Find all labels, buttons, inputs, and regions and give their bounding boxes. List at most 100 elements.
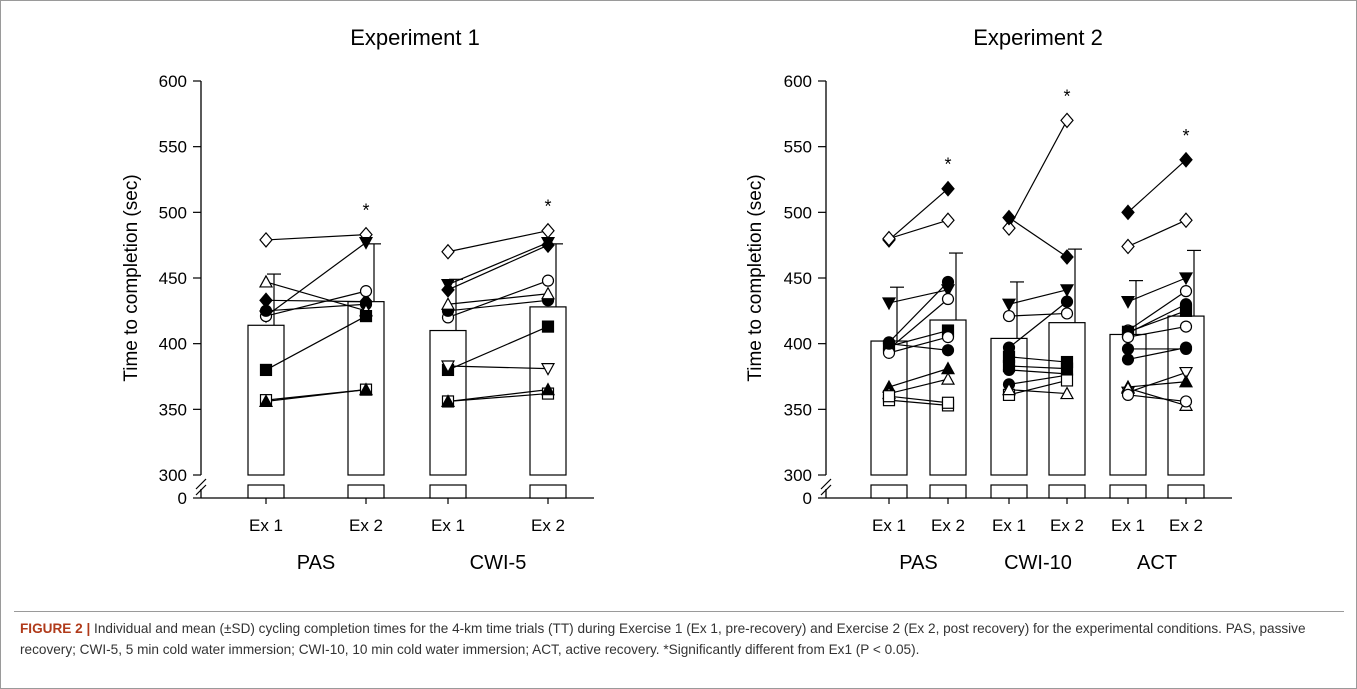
chart1-subject-marker [258, 274, 274, 288]
chart1-mean-bar-base [247, 484, 285, 499]
chart1-y-tick-label: 0 [178, 489, 187, 508]
chart2-x-tick-label: Ex 1 [872, 516, 906, 535]
chart2-subject-marker [1178, 366, 1194, 380]
chart2-subject-line [1127, 394, 1187, 403]
chart1-y-tick-label: 600 [159, 72, 187, 91]
chart2-subject-marker [1060, 307, 1074, 320]
chart2-x-tick-label: Ex 1 [1111, 516, 1145, 535]
chart2-subject-marker [882, 390, 896, 403]
chart2-subject-marker [1001, 382, 1017, 396]
chart2-y-tick-label: 0 [803, 489, 812, 508]
chart2-mean-bar-base [870, 484, 908, 499]
chart2-y-tick-label: 550 [784, 138, 812, 157]
chart1-subject-line [447, 241, 549, 286]
chart2-subject-marker [1060, 249, 1074, 265]
chart1-significance-star: * [544, 197, 551, 217]
chart2-group-label: ACT [1137, 552, 1177, 574]
chart2-subject-marker [1178, 272, 1194, 286]
chart1-subject-marker [259, 231, 273, 248]
chart1-subject-marker [440, 360, 456, 374]
chart2-subject-marker [1179, 285, 1193, 298]
chart2-mean-bar-base [929, 484, 967, 499]
chart2-subject-line [888, 368, 949, 388]
chart2-subject-line [1127, 371, 1187, 393]
chart2-subject-marker [1121, 388, 1135, 401]
caption-text: Individual and mean (±SD) cycling comple… [20, 621, 1306, 657]
chart1-subject-marker [440, 394, 456, 408]
chart2-subject-marker [941, 292, 955, 306]
chart1-mean-bar-base [347, 484, 385, 499]
chart1-subject-line [447, 326, 549, 371]
chart1-x-tick-label: Ex 2 [349, 516, 383, 535]
chart2-subject-line [1008, 120, 1068, 229]
chart1-y-tick-label: 400 [159, 335, 187, 354]
chart2-significance-star: * [944, 155, 951, 175]
chart2-subject-marker [940, 284, 956, 298]
chart1-title: Experiment 1 [350, 25, 480, 50]
chart2-group-label: PAS [899, 552, 938, 574]
chart1-x-tick-label: Ex 2 [531, 516, 565, 535]
chart2-significance-star: * [1182, 126, 1189, 146]
chart2-y-tick-label: 500 [784, 203, 812, 222]
chart2-y-axis-label: Time to completion (sec) [745, 174, 766, 381]
chart2-subject-line [1127, 290, 1187, 332]
chart1-subject-line [447, 299, 549, 312]
chart1-subject-marker [541, 274, 555, 287]
chart2-subject-marker [1060, 374, 1074, 387]
chart1-subject-marker [259, 363, 273, 377]
chart1-subject-line [447, 392, 549, 403]
chart2-subject-line [888, 298, 949, 350]
chart1-subject-line [265, 242, 367, 317]
chart2-axis-break-mark [820, 484, 832, 496]
chart2-subject-marker [1179, 304, 1193, 317]
chart2-subject-line [1127, 310, 1187, 333]
chart2-subject-marker [1121, 331, 1135, 344]
chart2-subject-marker [941, 344, 955, 357]
chart2-significance-star: * [1063, 86, 1070, 106]
chart2-subject-marker [940, 371, 956, 385]
chart2-mean-bar-base [990, 484, 1028, 499]
chart2-subject-marker [1179, 212, 1193, 229]
chart1-group-label: PAS [297, 552, 336, 574]
chart2-mean-bar [870, 340, 908, 476]
chart2-subject-line [888, 399, 949, 406]
chart2-subject-marker [1002, 359, 1016, 373]
chart2-subject-line [888, 343, 949, 351]
chart1-subject-line [265, 299, 367, 303]
chart2-subject-line [1008, 312, 1068, 317]
chart2-subject-line [888, 395, 949, 404]
chart2-subject-marker [1121, 238, 1135, 255]
chart2-y-tick-label: 600 [784, 72, 812, 91]
chart2-group-label: CWI-10 [1004, 552, 1072, 574]
chart2-x-tick-label: Ex 2 [1169, 516, 1203, 535]
chart2-subject-line [888, 289, 949, 304]
chart1-subject-marker [359, 309, 373, 323]
chart1-subject-marker [541, 237, 555, 254]
chart1-axis-break-mark [195, 484, 207, 496]
chart1-subject-line [265, 281, 367, 312]
chart1-subject-line [447, 365, 549, 370]
chart1-subject-marker [440, 297, 456, 310]
chart2-subject-line [1127, 387, 1187, 406]
chart2-subject-marker [1001, 298, 1017, 312]
chart1-y-tick-label: 450 [159, 269, 187, 288]
chart2-subject-marker [941, 396, 955, 409]
chart2-subject-marker [1178, 374, 1194, 388]
chart2-x-tick-label: Ex 2 [931, 516, 965, 535]
chart2-subject-line [888, 378, 949, 395]
chart1-subject-marker [541, 222, 555, 239]
chart1-subject-line [265, 290, 367, 317]
chart2-subject-line [1008, 374, 1068, 385]
chart2-y-tick-label: 350 [784, 400, 812, 419]
chart2-subject-marker [1179, 395, 1193, 408]
chart2-subject-marker [882, 337, 896, 350]
chart1-y-tick-label: 550 [159, 138, 187, 157]
chart2-subject-line [1127, 219, 1187, 248]
chart2-subject-marker [881, 297, 897, 311]
chart2-subject-marker [1121, 353, 1135, 366]
chart2-mean-bar-base [1167, 484, 1205, 499]
chart1-subject-marker [258, 394, 274, 408]
chart1-mean-bar-base [429, 484, 467, 499]
chart1-subject-marker [540, 382, 556, 396]
